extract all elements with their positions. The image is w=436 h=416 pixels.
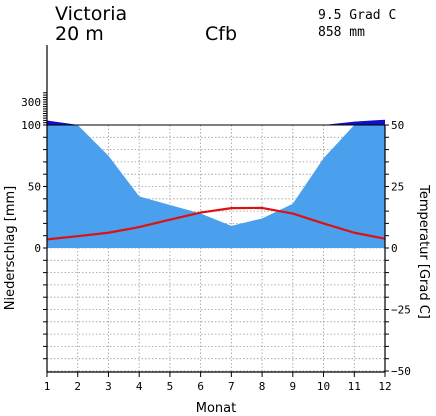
x-tick-label: 3	[105, 380, 112, 393]
mean-temperature: 9.5 Grad C	[318, 8, 396, 23]
station-name: Victoria	[55, 3, 127, 25]
annual-precipitation: 858 mm	[318, 25, 365, 40]
y-tick-label-right: 50	[391, 119, 404, 132]
y-tick-label-right: −50	[391, 365, 411, 378]
x-tick-label: 6	[197, 380, 204, 393]
x-tick-label: 8	[259, 380, 266, 393]
x-tick-label: 1	[44, 380, 51, 393]
y-axis-label-right: Temperatur [Grad C]	[416, 184, 431, 319]
x-tick-label: 7	[228, 380, 235, 393]
x-axis-label: Monat	[196, 401, 236, 416]
x-tick-label: 12	[378, 380, 391, 393]
y-tick-label-right: 25	[391, 181, 404, 194]
x-tick-label: 4	[136, 380, 143, 393]
x-tick-label: 2	[74, 380, 81, 393]
y-tick-label-left: 50	[28, 181, 41, 194]
y-tick-label-left: 100	[21, 119, 41, 132]
y-tick-label-left: 300	[21, 96, 41, 109]
x-tick-label: 10	[317, 380, 330, 393]
precipitation-excess-fill	[47, 119, 385, 125]
x-tick-label: 5	[167, 380, 174, 393]
x-tick-label: 9	[290, 380, 297, 393]
y-axis-label-left: Niederschlag [mm]	[3, 186, 18, 311]
precipitation-area	[47, 119, 385, 248]
precipitation-fill	[47, 125, 385, 248]
temperature-series	[46, 206, 386, 241]
y-tick-label-right: 0	[391, 242, 398, 255]
climate-class: Cfb	[205, 23, 237, 45]
x-tick-label: 11	[348, 380, 361, 393]
y-tick-label-left: 0	[34, 242, 41, 255]
axes	[43, 45, 389, 377]
station-elevation: 20 m	[55, 23, 104, 45]
temperature-line	[46, 206, 386, 241]
y-tick-label-right: −25	[391, 304, 411, 317]
